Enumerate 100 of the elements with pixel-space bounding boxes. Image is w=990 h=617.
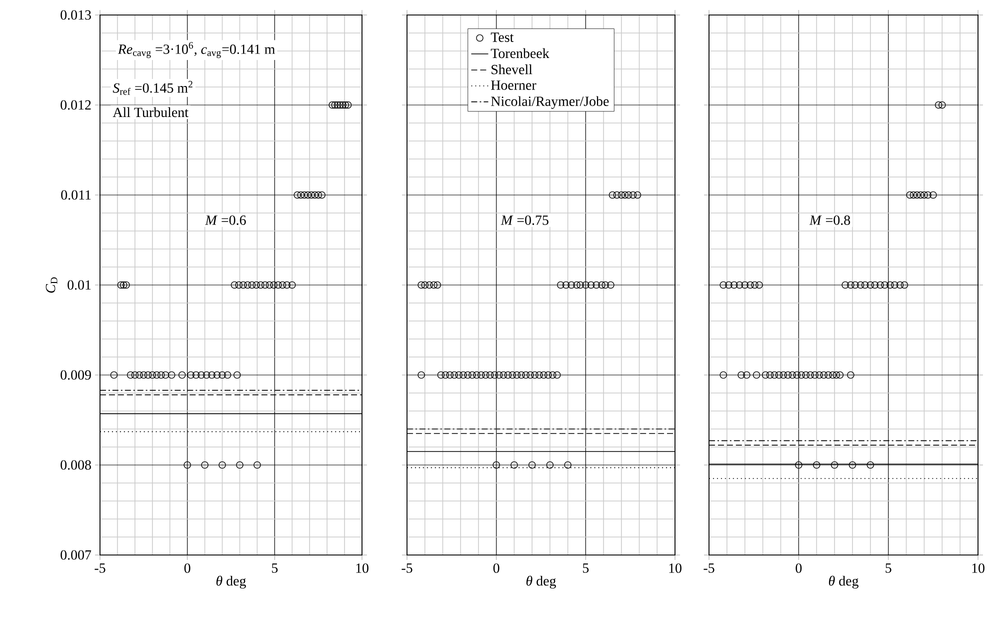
point xyxy=(531,371,538,379)
point xyxy=(829,371,836,379)
point xyxy=(468,371,476,379)
point xyxy=(725,281,732,289)
point xyxy=(576,281,584,289)
x-tick-label: 0 xyxy=(796,563,802,573)
point xyxy=(252,281,260,289)
point xyxy=(482,371,490,379)
legend-label: Test xyxy=(490,32,514,42)
point xyxy=(442,371,450,379)
point xyxy=(421,281,429,289)
point xyxy=(920,191,928,199)
x-tick-label: 5 xyxy=(583,563,589,573)
point xyxy=(528,461,536,469)
point xyxy=(430,281,438,289)
point xyxy=(847,371,854,379)
point xyxy=(775,371,783,379)
point xyxy=(342,101,350,109)
point xyxy=(495,371,503,379)
legend-label: Nicolai/Raymer/Jobe xyxy=(491,96,609,109)
point xyxy=(852,281,859,289)
point xyxy=(824,371,832,379)
x-tick-label: -5 xyxy=(94,563,106,573)
point xyxy=(136,371,143,379)
point xyxy=(144,371,152,379)
point xyxy=(331,101,339,109)
point xyxy=(418,281,425,289)
point xyxy=(184,461,191,469)
point xyxy=(876,281,884,289)
point xyxy=(861,281,869,289)
point xyxy=(522,371,530,379)
point xyxy=(746,281,754,289)
point xyxy=(770,371,778,379)
point xyxy=(536,371,543,379)
point xyxy=(117,281,125,289)
point xyxy=(148,371,156,379)
point xyxy=(624,191,632,199)
point xyxy=(288,281,296,289)
point xyxy=(836,371,844,379)
point xyxy=(230,281,238,289)
point xyxy=(881,281,888,289)
point xyxy=(450,371,458,379)
point xyxy=(934,101,942,109)
point xyxy=(587,281,595,289)
point xyxy=(233,371,241,379)
point xyxy=(213,371,221,379)
point xyxy=(244,281,252,289)
point xyxy=(607,281,614,289)
x-tick-label: -5 xyxy=(402,563,412,573)
point xyxy=(751,281,758,289)
point xyxy=(110,371,118,379)
annotation: S$_{ref}$ =0.145 m$^{2}$ xyxy=(112,80,192,95)
point xyxy=(938,101,946,109)
x-axis-title: θ deg xyxy=(828,576,858,589)
x-tick-label: 0 xyxy=(493,563,500,573)
y-tick-label: 0.012 xyxy=(60,100,91,110)
point xyxy=(162,371,170,379)
y-tick-label: 0.013 xyxy=(60,10,91,20)
x-tick-label: 10 xyxy=(356,563,368,573)
point xyxy=(297,191,305,199)
point xyxy=(178,371,186,379)
point xyxy=(478,371,485,379)
point xyxy=(730,281,738,289)
point xyxy=(557,281,564,289)
point xyxy=(266,281,274,289)
point xyxy=(910,191,918,199)
point xyxy=(720,281,727,289)
point xyxy=(832,371,840,379)
point xyxy=(314,191,322,199)
point xyxy=(847,281,854,289)
point xyxy=(793,371,801,379)
point xyxy=(890,281,898,289)
point xyxy=(455,371,462,379)
point xyxy=(795,461,802,469)
point xyxy=(924,191,932,199)
point xyxy=(806,371,814,379)
point xyxy=(235,281,242,289)
point xyxy=(283,281,291,289)
point xyxy=(240,281,247,289)
point xyxy=(318,191,326,199)
point xyxy=(339,101,346,109)
point xyxy=(592,281,600,289)
point xyxy=(916,191,924,199)
point xyxy=(736,281,744,289)
point xyxy=(518,371,525,379)
point xyxy=(490,371,498,379)
y-tick-label: 0.007 xyxy=(60,550,92,560)
y-tick-label: 0.01 xyxy=(68,280,91,290)
point xyxy=(784,371,792,379)
point xyxy=(198,371,205,379)
point xyxy=(842,281,849,289)
point xyxy=(460,371,467,379)
point xyxy=(446,371,454,379)
point xyxy=(300,191,308,199)
point xyxy=(820,371,828,379)
annotation: M =0.75 xyxy=(500,215,548,225)
point xyxy=(811,371,818,379)
point xyxy=(304,191,312,199)
x-tick-label: 10 xyxy=(972,563,984,573)
point xyxy=(328,101,336,109)
